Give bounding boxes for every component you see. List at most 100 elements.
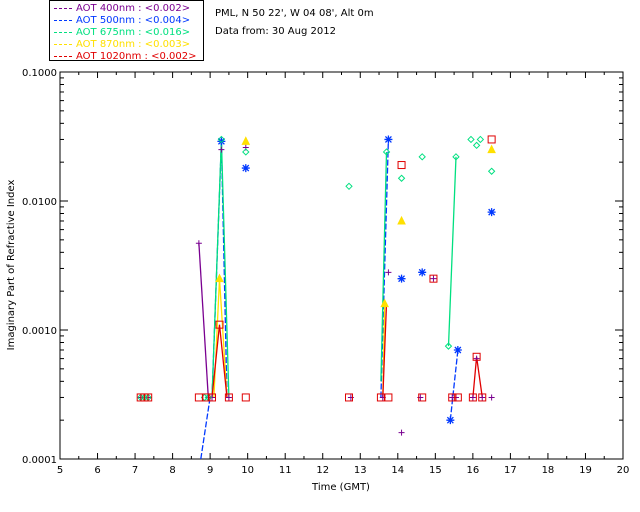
legend-item-870: AOT 870nm : <0.003> bbox=[54, 39, 190, 51]
legend-label: AOT 870nm : <0.003> bbox=[76, 39, 191, 50]
aot-1020nm-point bbox=[224, 393, 233, 402]
x-tick-label: 8 bbox=[169, 465, 175, 476]
aot-400nm-point bbox=[430, 275, 437, 282]
legend-item-400: AOT 400nm : <0.002> bbox=[54, 3, 190, 15]
x-tick-labels: 5 6 7 8 9 10 11 12 13 14 15 16 17 18 19 20 bbox=[57, 465, 630, 476]
aot-500nm-line bbox=[449, 349, 459, 421]
aot-675nm-point bbox=[382, 148, 391, 156]
x-tick-label: 15 bbox=[429, 465, 442, 476]
aot-1020nm-point bbox=[194, 393, 203, 402]
legend-item-1020: AOT 1020nm : <0.002> bbox=[54, 51, 196, 63]
legend-swatch bbox=[54, 19, 72, 21]
legend: AOT 400nm : <0.002> AOT 500nm : <0.004> … bbox=[49, 0, 204, 63]
aot-675nm-point bbox=[476, 135, 485, 144]
legend-label: AOT 500nm : <0.004> bbox=[76, 15, 191, 26]
aot-1020nm-point bbox=[376, 393, 385, 402]
aot-675nm-point bbox=[444, 342, 453, 350]
aot-400nm-point bbox=[385, 269, 392, 276]
x-tick-label: 12 bbox=[316, 465, 329, 476]
aot-500nm-line bbox=[200, 397, 211, 460]
legend-swatch bbox=[54, 7, 72, 9]
aot-500nm-point bbox=[241, 164, 250, 173]
legend-item-500: AOT 500nm : <0.004> bbox=[54, 15, 190, 27]
aot-400nm-point bbox=[488, 394, 495, 401]
legend-item-675: AOT 675nm : <0.016> bbox=[54, 27, 190, 39]
aot-1020nm-point bbox=[397, 161, 406, 170]
aot-1020nm-point bbox=[487, 135, 496, 144]
x-tick-label: 16 bbox=[466, 465, 479, 476]
aot-870nm-point bbox=[215, 273, 224, 283]
x-tick-label: 14 bbox=[391, 465, 404, 476]
x-tick-label: 7 bbox=[132, 465, 138, 476]
aot-675nm-point bbox=[472, 141, 481, 150]
date-info: Data from: 30 Aug 2012 bbox=[215, 26, 336, 37]
aot-400nm-point bbox=[479, 394, 486, 401]
aot-675nm-line bbox=[380, 151, 388, 382]
series-lines bbox=[198, 139, 483, 460]
y-tick-label: 0.0010 bbox=[22, 326, 57, 337]
legend-swatch bbox=[54, 31, 72, 33]
aot-500nm-point bbox=[446, 416, 455, 425]
aot-500nm-point bbox=[487, 208, 496, 217]
aot-1020nm-point bbox=[472, 352, 481, 361]
aot-400nm-point bbox=[195, 240, 202, 247]
aot-500nm-point bbox=[418, 268, 427, 277]
aot-1020nm-point bbox=[478, 393, 487, 402]
aot-675nm-point bbox=[345, 182, 353, 191]
y-axis-label: Imaginary Part of Refractive Index bbox=[6, 180, 17, 351]
x-tick-label: 5 bbox=[57, 465, 63, 476]
aot-1020nm-point bbox=[202, 393, 211, 402]
x-tick-label: 17 bbox=[504, 465, 517, 476]
aot-1020nm-point bbox=[241, 393, 250, 402]
x-axis-label: Time (GMT) bbox=[311, 482, 370, 493]
axis-ticks bbox=[59, 71, 624, 460]
aot-1020nm-point bbox=[144, 393, 153, 402]
aot-400nm-point bbox=[398, 429, 405, 436]
aot-500nm-point bbox=[453, 345, 462, 354]
legend-swatch bbox=[54, 43, 72, 45]
aot-400nm-point bbox=[218, 146, 225, 153]
y-tick-label: 0.0001 bbox=[22, 455, 57, 466]
aot-1020nm-point bbox=[448, 393, 457, 402]
aot-870nm-point bbox=[397, 215, 406, 225]
aot-1020nm-point bbox=[215, 320, 224, 329]
x-tick-label: 9 bbox=[207, 465, 213, 476]
y-tick-label: 0.0100 bbox=[22, 197, 57, 208]
aot-870nm-point bbox=[241, 136, 251, 145]
aot-870nm-point bbox=[487, 144, 496, 154]
aot-500nm-point bbox=[217, 137, 226, 146]
x-tick-label: 13 bbox=[354, 465, 367, 476]
x-tick-label: 10 bbox=[241, 465, 254, 476]
x-tick-label: 18 bbox=[542, 465, 555, 476]
aot-675nm-point bbox=[487, 167, 496, 175]
legend-label: AOT 1020nm : <0.002> bbox=[76, 51, 197, 62]
aot-400nm-point bbox=[469, 394, 476, 401]
x-tick-label: 11 bbox=[279, 465, 292, 476]
aot-870nm-point bbox=[380, 298, 389, 308]
aot-500nm-point bbox=[397, 274, 406, 283]
aot-1020nm-point bbox=[429, 274, 438, 283]
x-tick-label: 19 bbox=[579, 465, 592, 476]
aot-400nm-line bbox=[198, 243, 209, 398]
y-tick-labels: 0.0001 0.0010 0.0100 0.1000 bbox=[22, 68, 57, 466]
aot-1020nm-point bbox=[453, 393, 462, 402]
aot-1020nm-line bbox=[472, 356, 483, 398]
legend-label: AOT 675nm : <0.016> bbox=[76, 27, 191, 38]
aot-675nm-point bbox=[452, 153, 460, 161]
aot-1020nm-point bbox=[418, 393, 427, 402]
legend-swatch bbox=[54, 55, 72, 57]
aot-675nm-point bbox=[418, 153, 426, 161]
aot-1020nm-line bbox=[382, 303, 388, 398]
aot-1020nm-point bbox=[208, 393, 217, 402]
aot-1020nm-point bbox=[345, 393, 354, 402]
aot-675nm-point bbox=[242, 148, 250, 156]
x-tick-label: 20 bbox=[617, 465, 630, 476]
site-info: PML, N 50 22', W 04 08', Alt 0m bbox=[215, 8, 374, 19]
aot-1020nm-point bbox=[384, 393, 393, 402]
x-tick-label: 6 bbox=[94, 465, 100, 476]
aot-1020nm-point bbox=[468, 393, 477, 402]
aot-675nm-point bbox=[397, 174, 406, 182]
aot-400nm-point bbox=[225, 394, 232, 401]
legend-label: AOT 400nm : <0.002> bbox=[76, 3, 191, 14]
